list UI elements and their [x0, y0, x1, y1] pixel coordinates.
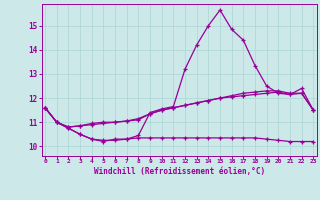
X-axis label: Windchill (Refroidissement éolien,°C): Windchill (Refroidissement éolien,°C) [94, 167, 265, 176]
